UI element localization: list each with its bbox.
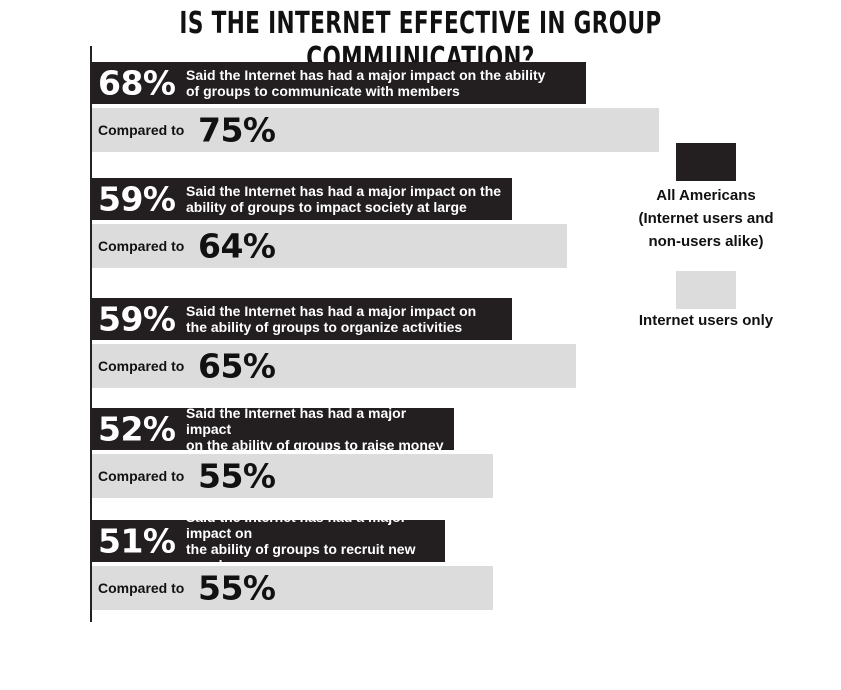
bar-internet-users-1: Compared to 75% (92, 108, 659, 152)
category-label-3: Said the Internet has had a major impact… (186, 303, 477, 335)
category-label-2: Said the Internet has had a major impact… (186, 183, 502, 215)
value-label-all-americans-5: 51% (98, 521, 176, 561)
bar-all-americans-1: 68% Said the Internet has had a major imp… (92, 62, 587, 104)
bar-all-americans-2: 59% Said the Internet has had a major imp… (92, 178, 512, 220)
compared-to-label-4: Compared to (98, 468, 185, 484)
category-label-4: Said the Internet has had a major impact… (186, 405, 444, 453)
bar-all-americans-4: 52% Said the Internet has had a major imp… (92, 405, 454, 453)
compared-to-label-5: Compared to (98, 580, 185, 596)
legend-swatch-internet-users (676, 271, 736, 309)
y-axis-line (90, 46, 92, 622)
value-label-all-americans-3: 59% (98, 299, 176, 339)
category-label-5: Said the Internet has had a major impact… (186, 509, 416, 573)
legend-label-all-americans: All Americans (Internet users and non-us… (638, 187, 774, 250)
bar-internet-users-4: Compared to 55% (92, 454, 493, 498)
category-label-1: Said the Internet has had a major impact… (186, 67, 546, 99)
compared-to-label-1: Compared to (98, 122, 185, 138)
compared-to-label-3: Compared to (98, 358, 185, 374)
bar-all-americans-5: 51% Said the Internet has had a major imp… (92, 509, 446, 573)
value-label-internet-users-3: 65% (198, 346, 276, 386)
bar-internet-users-5: Compared to 55% (92, 566, 493, 610)
legend-swatch-all-americans (676, 143, 736, 181)
value-label-internet-users-1: 75% (198, 110, 276, 150)
bar-all-americans-3: 59% Said the Internet has had a major imp… (92, 298, 512, 340)
value-label-internet-users-4: 55% (198, 456, 276, 496)
value-label-internet-users-5: 55% (198, 568, 276, 608)
bar-internet-users-3: Compared to 65% (92, 344, 576, 388)
bar-internet-users-2: Compared to 64% (92, 224, 568, 268)
value-label-all-americans-1: 68% (98, 63, 176, 103)
chart-title: Is the Internet effective in group commu… (179, 6, 662, 76)
legend-label-internet-users: Internet users only (638, 312, 774, 329)
value-label-all-americans-2: 59% (98, 179, 176, 219)
value-label-internet-users-2: 64% (198, 226, 276, 266)
value-label-all-americans-4: 52% (98, 409, 176, 449)
compared-to-label-2: Compared to (98, 238, 185, 254)
